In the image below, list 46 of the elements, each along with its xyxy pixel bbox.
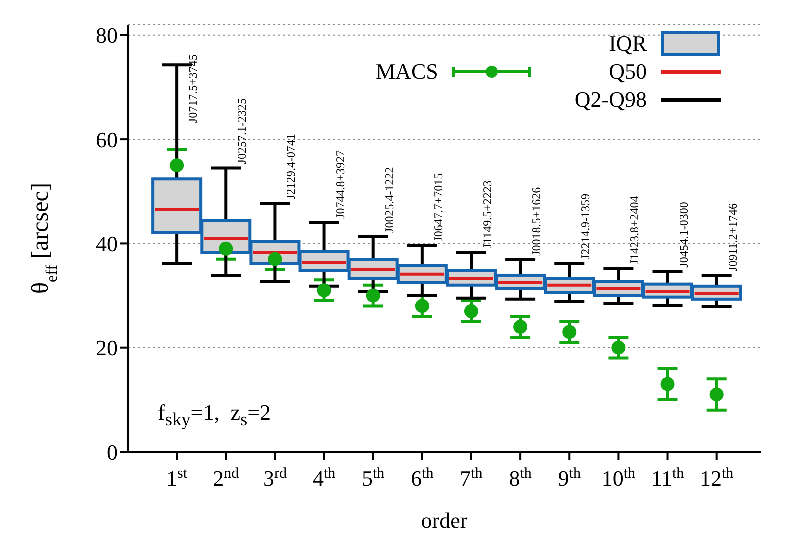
- legend-label: IQR: [609, 31, 647, 57]
- point: [219, 242, 234, 256]
- annotation: J2214.9-1359: [578, 194, 593, 260]
- x-tick-label: 2$^{nd}$: [213, 466, 240, 491]
- annotation: J2129.4-0741: [284, 134, 298, 200]
- point: [514, 320, 528, 334]
- x-tick-label: 4$^{th}$: [312, 466, 336, 491]
- point: [415, 299, 430, 314]
- annotation: J0647.7+7015: [431, 173, 446, 242]
- x-tick-label: 6$^{th}$: [411, 466, 434, 491]
- x-tick-label: 7$^{th}$: [460, 466, 484, 491]
- annotation: Q50: [609, 59, 647, 85]
- annotation: J0257.1-2325: [235, 98, 250, 164]
- y-tick-label: 40: [96, 232, 118, 257]
- point: [464, 304, 478, 318]
- annotation: J0911.2+1746: [726, 203, 740, 272]
- x-tick-label: 10$^{th}$: [602, 466, 636, 491]
- x-tick-label: 1$^{st}$: [166, 466, 188, 491]
- y-tick-label: 80: [96, 23, 118, 48]
- annotation: J1423.8+2404: [628, 196, 642, 265]
- y-tick-label: 60: [96, 127, 118, 152]
- annotation: J0025.4-1222: [382, 167, 396, 233]
- annotation: J0717.5+3745: [186, 54, 200, 124]
- x-tick-label: 11$^{th}$: [651, 466, 685, 491]
- point: [366, 288, 380, 303]
- point: [660, 377, 675, 392]
- legend-label: MACS: [376, 59, 438, 85]
- annotation: f$_{sky}$=1, z$_{s}$=2: [158, 400, 272, 430]
- point: [562, 325, 577, 340]
- annotation: J0454.1-0300: [676, 202, 691, 268]
- x-axis-title: order: [421, 508, 468, 533]
- annotation: J0744.8+3927: [333, 150, 348, 219]
- x-tick-label: 3$^{rd}$: [263, 466, 288, 491]
- point: [317, 284, 332, 298]
- y-tick-label: 0: [107, 440, 118, 465]
- x-tick-label: 8$^{th}$: [509, 466, 532, 491]
- y-tick-label: 20: [96, 336, 118, 361]
- x-tick-label: 9$^{th}$: [558, 466, 582, 491]
- annotation: J1149.5+2223: [480, 180, 494, 249]
- annotation: J0018.5+1626: [530, 187, 544, 256]
- annotation: Q2-Q98: [574, 87, 647, 113]
- point: [170, 158, 184, 173]
- x-tick-label: 12$^{th}$: [700, 466, 734, 491]
- point: [612, 340, 626, 355]
- point: [710, 388, 724, 402]
- x-tick-label: 5$^{th}$: [362, 466, 386, 491]
